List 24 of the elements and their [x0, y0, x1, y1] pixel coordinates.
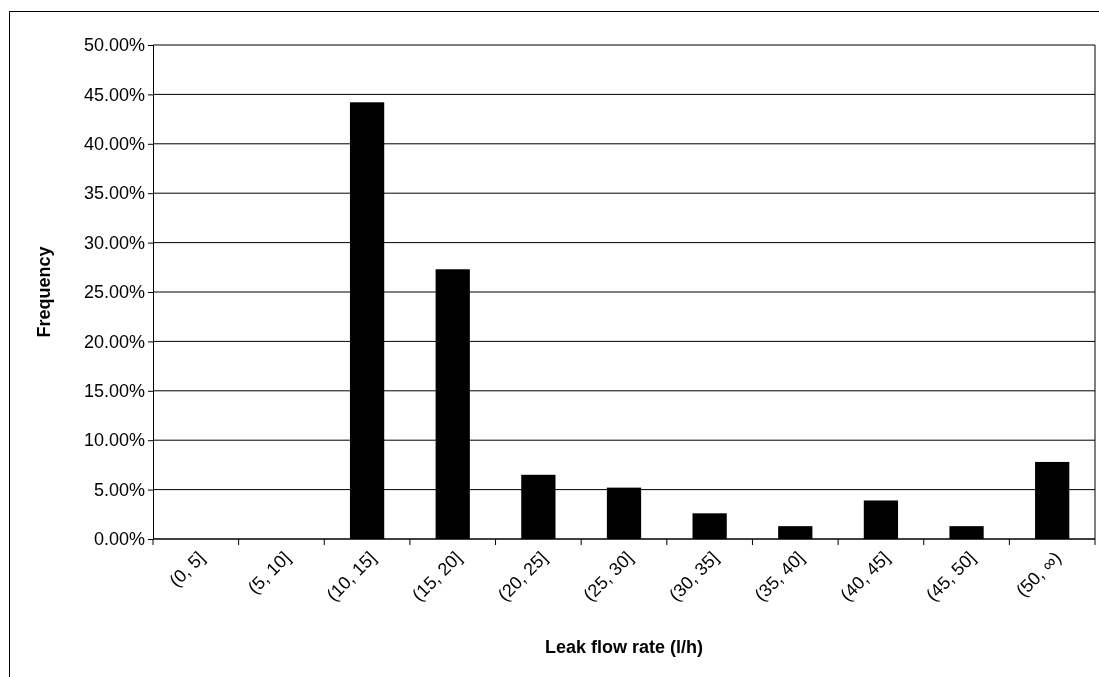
x-tick-label: (45, 50]	[922, 547, 980, 605]
y-tick-label: 10.00%	[83, 430, 145, 451]
y-tick-label: 0.00%	[93, 529, 145, 550]
x-tick-label: (5, 10]	[244, 547, 295, 598]
x-tick-label: (35, 40]	[750, 547, 809, 605]
x-tick-label: (25, 30]	[579, 547, 637, 605]
y-axis-title: Frequency	[34, 246, 54, 338]
y-tick-label: 5.00%	[93, 479, 145, 500]
x-tick-label: (15, 20]	[408, 547, 466, 605]
y-tick-label: 40.00%	[83, 134, 145, 155]
x-tick-label: (20, 25]	[493, 547, 552, 605]
x-tick-label: (30, 35]	[665, 547, 723, 605]
y-tick-label: 50.00%	[83, 35, 145, 56]
y-tick-label: 20.00%	[83, 331, 145, 352]
x-tick-label: (40, 45]	[836, 547, 894, 605]
x-axis-title: Leak flow rate (l/h)	[544, 637, 704, 657]
y-tick-label: 15.00%	[83, 381, 145, 402]
y-tick-label: 30.00%	[83, 232, 145, 253]
y-tick-label: 25.00%	[83, 282, 145, 303]
y-tick-label: 35.00%	[83, 183, 145, 204]
x-tick-label: (10, 15]	[322, 547, 380, 605]
x-tick-label: (50, ∞)	[1012, 547, 1066, 601]
y-tick-label: 45.00%	[83, 84, 145, 105]
x-tick-label: (0, 5]	[165, 547, 209, 591]
